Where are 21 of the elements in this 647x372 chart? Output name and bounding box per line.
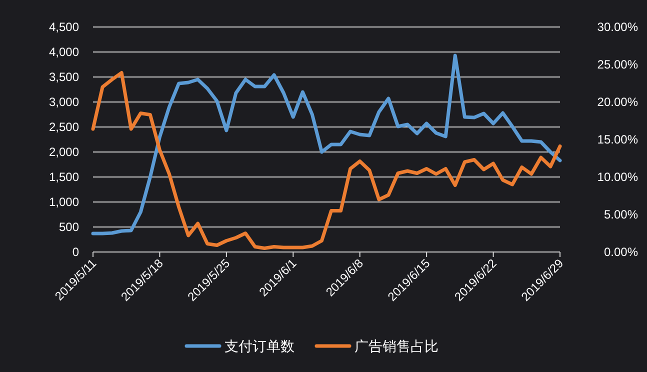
y2-tick-label: 25.00% bbox=[597, 58, 638, 72]
y-tick-label: 1,500 bbox=[48, 170, 80, 184]
line-series bbox=[91, 54, 562, 236]
y2-tick-label: 5.00% bbox=[604, 208, 638, 222]
y-tick-label: 4,500 bbox=[48, 20, 80, 34]
y2-tick-label: 15.00% bbox=[597, 132, 638, 146]
y-tick-label: 3,500 bbox=[48, 70, 80, 84]
y-tick-label: 0 bbox=[72, 245, 80, 259]
y2-tick-label: 20.00% bbox=[597, 95, 638, 109]
y-tick-label: 2,000 bbox=[48, 145, 80, 159]
y-tick-label: 500 bbox=[58, 220, 80, 234]
legend-label: 广告销售占比 bbox=[354, 338, 438, 354]
y-tick-label: 1,000 bbox=[48, 195, 80, 209]
y2-tick-label: 0.00% bbox=[604, 245, 638, 259]
y2-tick-label: 10.00% bbox=[597, 170, 638, 184]
y-tick-label: 2,500 bbox=[48, 120, 80, 134]
y2-tick-label: 30.00% bbox=[597, 20, 638, 34]
y-tick-label: 4,000 bbox=[48, 45, 80, 59]
line-series bbox=[91, 71, 562, 250]
legend-label: 支付订单数 bbox=[224, 338, 294, 354]
y-tick-label: 3,000 bbox=[48, 95, 80, 109]
